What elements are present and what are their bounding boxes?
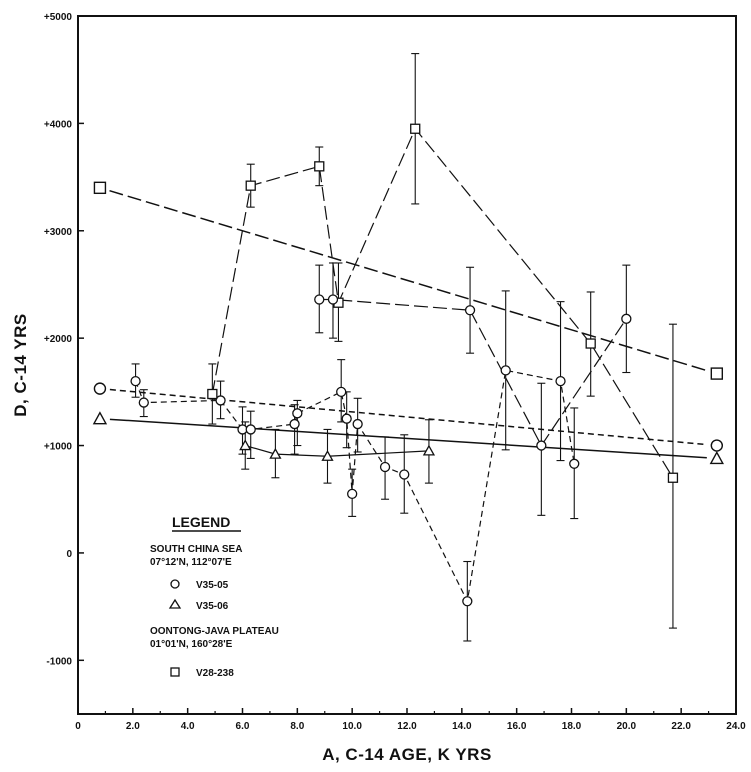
data-point <box>621 313 632 324</box>
y-tick-label: +5000 <box>44 12 73 23</box>
data-markers <box>130 123 679 607</box>
data-point <box>292 408 303 419</box>
y-tick-label: -1000 <box>46 656 72 667</box>
y-tick-label: +4000 <box>44 119 73 130</box>
legend-entry-v35-05: V35-05 <box>196 580 229 591</box>
data-point <box>239 439 252 451</box>
data-point <box>336 386 347 397</box>
regression-end-markers <box>92 181 724 465</box>
data-point <box>130 375 141 387</box>
regression-start-marker <box>93 382 107 395</box>
y-tick-label: +2000 <box>44 334 73 345</box>
data-point <box>569 458 580 469</box>
regression-end-marker <box>710 439 724 452</box>
regression-start-marker <box>92 411 108 425</box>
x-tick-label: 0 <box>75 721 81 732</box>
data-point <box>399 469 410 480</box>
data-point <box>245 180 256 191</box>
regression-lines <box>109 189 708 459</box>
x-tick-label: 8.0 <box>290 721 304 732</box>
data-point <box>379 461 391 473</box>
y-tick-label: +1000 <box>44 442 73 453</box>
y-tick-label: +3000 <box>44 227 73 238</box>
x-tick-label: 14.0 <box>452 721 472 732</box>
regression-line <box>109 418 707 459</box>
data-point <box>321 449 334 461</box>
data-point <box>347 488 358 500</box>
x-tick-label: 12.0 <box>397 721 417 732</box>
regression-end-marker <box>710 367 724 380</box>
legend-group-1-coords: 01°01'N, 160°28'E <box>150 639 233 650</box>
regression-line <box>109 388 707 446</box>
x-tick-label: 18.0 <box>562 721 582 732</box>
x-tick-label: 16.0 <box>507 721 527 732</box>
data-point <box>352 418 363 430</box>
data-point <box>289 418 300 430</box>
data-point <box>555 375 566 387</box>
x-tick-label: 24.0 <box>726 721 746 732</box>
regression-start-marker <box>93 181 107 195</box>
series-line <box>245 444 429 457</box>
data-point <box>500 365 511 376</box>
tick-marks <box>77 15 737 714</box>
regression-line <box>109 189 708 372</box>
data-point <box>215 395 226 406</box>
legend-title: LEGEND <box>172 514 230 530</box>
x-axis-title: A, C-14 AGE, K YRS <box>322 745 492 764</box>
y-axis-title: D, C-14 YRS <box>11 313 30 416</box>
data-point <box>667 472 679 483</box>
data-point <box>422 444 436 456</box>
data-point <box>341 413 352 424</box>
y-tick-label: 0 <box>66 549 72 560</box>
x-tick-label: 4.0 <box>181 721 195 732</box>
data-point <box>464 305 476 316</box>
data-point <box>585 338 596 349</box>
regression-end-marker <box>709 450 724 465</box>
data-point <box>462 596 473 607</box>
x-tick-label: 2.0 <box>126 721 140 732</box>
data-point <box>269 447 282 459</box>
legend-group-0-heading: SOUTH CHINA SEA <box>150 544 242 555</box>
plot-frame <box>77 15 737 715</box>
data-point <box>207 388 218 400</box>
data-point <box>327 294 339 305</box>
x-tick-label: 22.0 <box>671 721 691 732</box>
legend: LEGEND SOUTH CHINA SEA 07°12'N, 112°07'E… <box>150 514 279 679</box>
x-tick-label: 6.0 <box>236 721 250 732</box>
data-point <box>245 424 256 435</box>
data-point <box>536 440 547 451</box>
legend-square-marker <box>170 667 180 677</box>
tick-labels: 0 2.0 4.0 6.0 8.0 10.0 12.0 14.0 16.0 18.0 20.0 22.… <box>44 12 746 732</box>
legend-group-0-coords: 07°12'N, 112°07'E <box>150 557 232 568</box>
data-point <box>314 161 325 172</box>
data-point <box>410 123 421 134</box>
x-tick-label: 10.0 <box>342 721 362 732</box>
data-point <box>314 294 325 305</box>
legend-entry-v28-238: V28-238 <box>196 668 234 679</box>
legend-entry-v35-06: V35-06 <box>196 601 229 612</box>
x-tick-label: 20.0 <box>617 721 637 732</box>
legend-triangle-marker <box>168 598 182 609</box>
legend-circle-marker <box>170 579 180 589</box>
data-point <box>138 397 149 408</box>
legend-group-1-heading: OONTONG-JAVA PLATEAU <box>150 626 279 637</box>
